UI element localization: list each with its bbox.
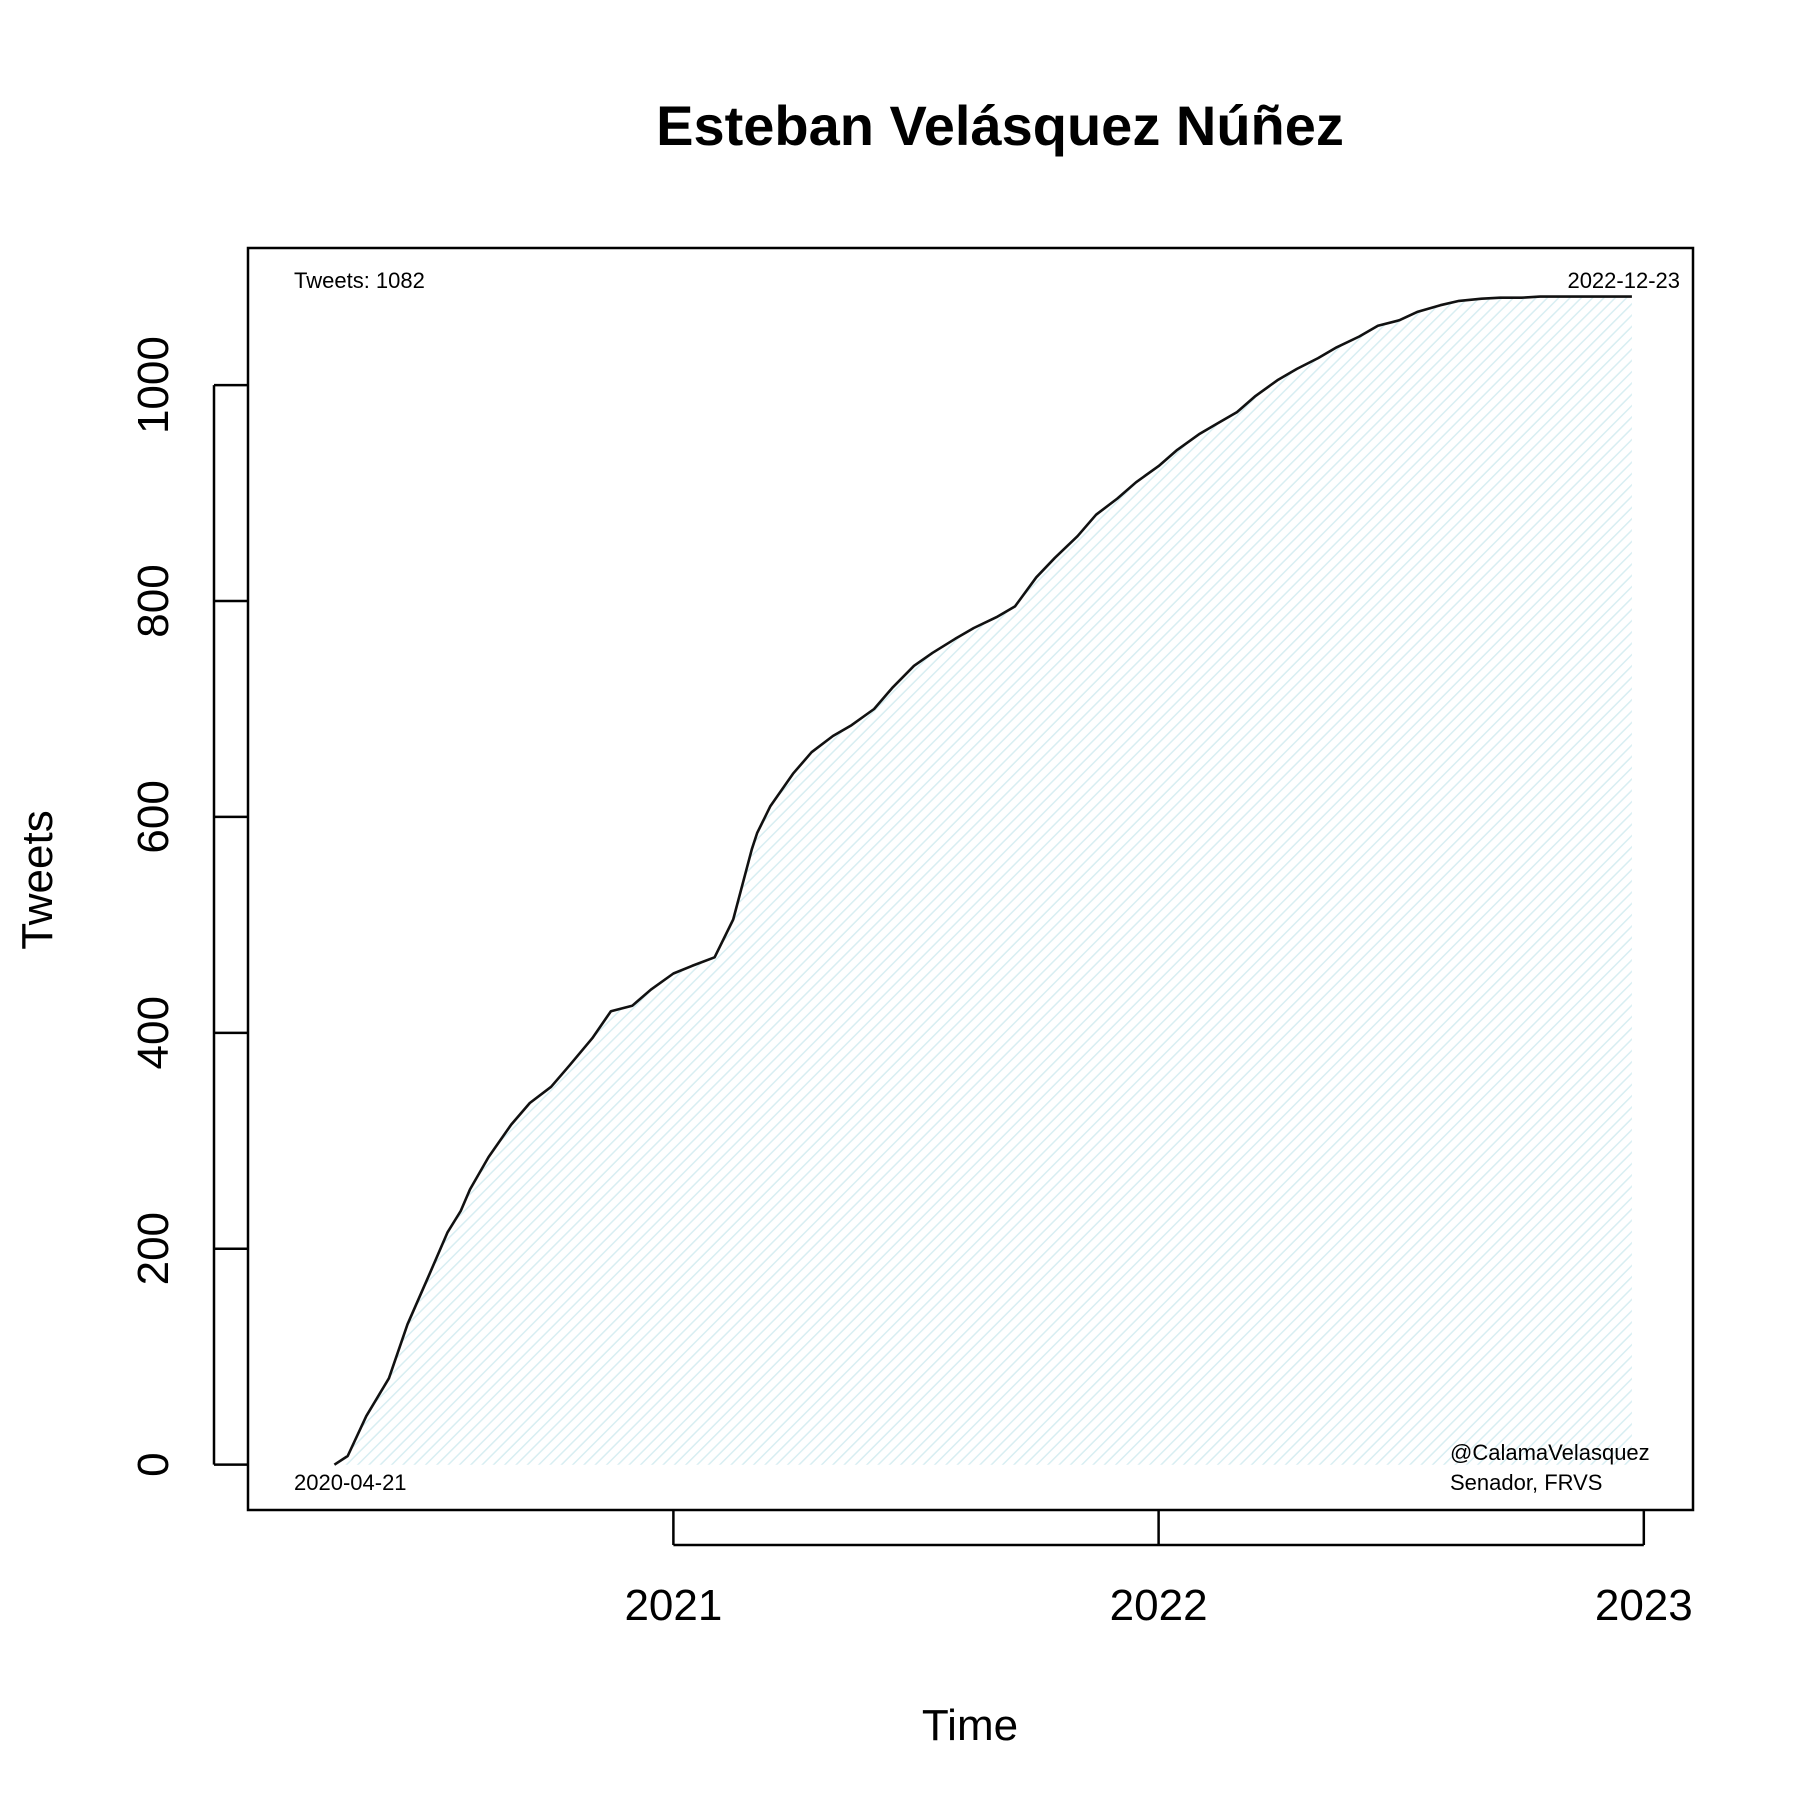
series-line [333, 295, 1632, 1466]
y-tick-label: 400 [129, 996, 178, 1069]
y-tick-label: 800 [129, 564, 178, 637]
x-axis-title: Time [922, 1701, 1018, 1750]
y-axis: 0 200 400 600 800 1000 [129, 336, 248, 1477]
x-tick-label: 2022 [1110, 1581, 1208, 1630]
annotation-end-date: 2022-12-23 [1567, 268, 1680, 293]
annotation-handle: @CalamaVelasquez [1450, 1440, 1650, 1465]
annotation-start-date: 2020-04-21 [294, 1470, 407, 1495]
y-tick-label: 600 [129, 780, 178, 853]
y-tick-label: 0 [129, 1452, 178, 1476]
plot-frame [246, 246, 1695, 1512]
annotation-tweet-count: Tweets: 1082 [294, 268, 425, 293]
x-tick-label: 2021 [624, 1581, 722, 1630]
x-axis: 2021 2022 2023 [624, 1510, 1693, 1630]
series-area [334, 296, 1632, 1465]
area-layer [334, 296, 1632, 1465]
annotation-role: Senador, FRVS [1450, 1470, 1602, 1495]
y-axis-title: Tweets [13, 810, 62, 949]
chart-title: Esteban Velásquez Núñez [656, 94, 1344, 157]
y-tick-label: 1000 [129, 336, 178, 434]
y-tick-label: 200 [129, 1212, 178, 1285]
line-layer [333, 295, 1632, 1466]
x-tick-label: 2023 [1595, 1581, 1693, 1630]
